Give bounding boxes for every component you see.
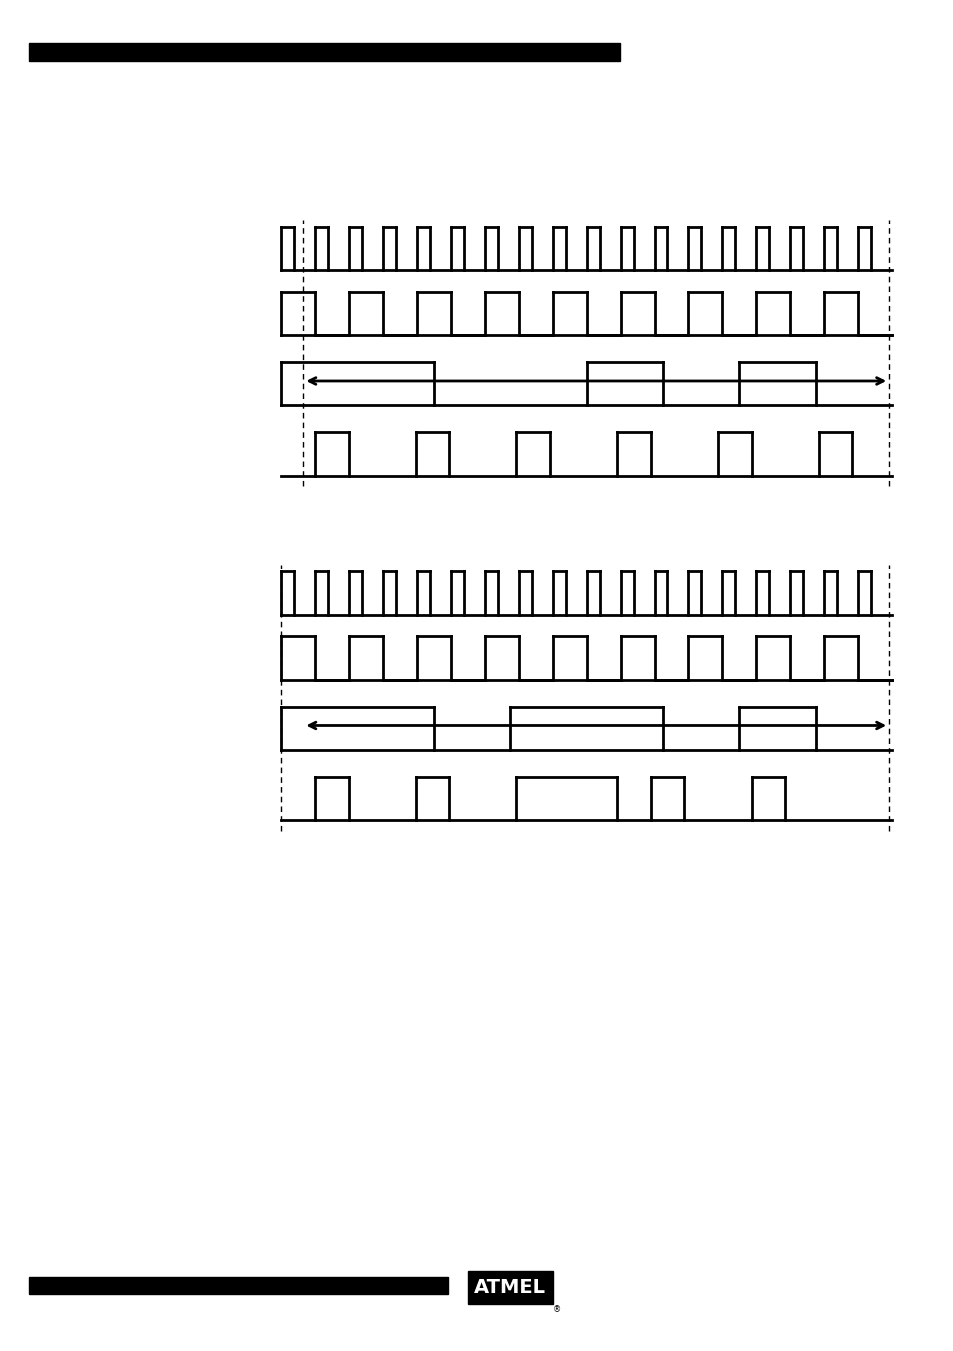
Text: ATMEL: ATMEL bbox=[474, 1278, 546, 1297]
Bar bbox=[29, 1277, 448, 1294]
Bar bbox=[29, 43, 619, 61]
Text: ®: ® bbox=[553, 1305, 561, 1315]
